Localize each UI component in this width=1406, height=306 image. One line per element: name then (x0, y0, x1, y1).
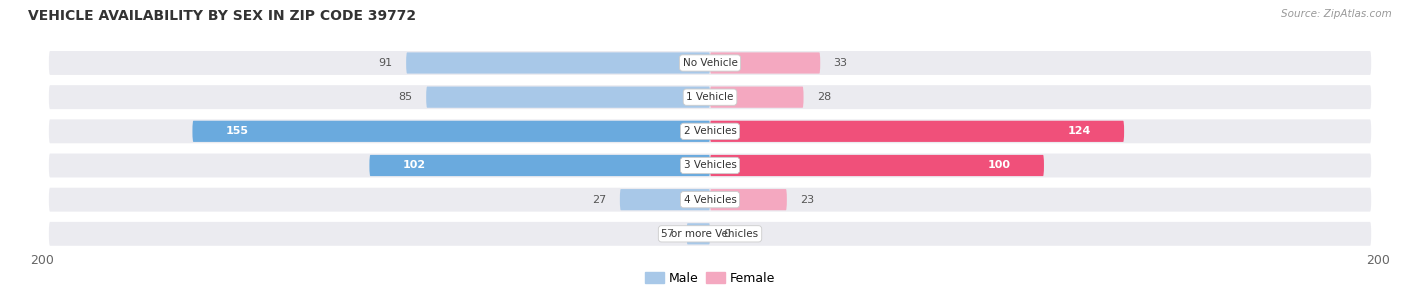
Text: 85: 85 (399, 92, 413, 102)
FancyBboxPatch shape (49, 85, 1371, 109)
Text: 3 Vehicles: 3 Vehicles (683, 160, 737, 170)
FancyBboxPatch shape (49, 222, 1371, 246)
FancyBboxPatch shape (49, 188, 1371, 212)
FancyBboxPatch shape (686, 223, 710, 244)
FancyBboxPatch shape (710, 155, 1043, 176)
FancyBboxPatch shape (49, 51, 1371, 75)
Text: 4 Vehicles: 4 Vehicles (683, 195, 737, 205)
Text: No Vehicle: No Vehicle (682, 58, 738, 68)
FancyBboxPatch shape (406, 52, 710, 73)
Text: 27: 27 (592, 195, 606, 205)
Text: 28: 28 (817, 92, 831, 102)
FancyBboxPatch shape (710, 87, 803, 108)
FancyBboxPatch shape (370, 155, 710, 176)
Text: 23: 23 (800, 195, 814, 205)
Text: 124: 124 (1067, 126, 1091, 136)
Text: VEHICLE AVAILABILITY BY SEX IN ZIP CODE 39772: VEHICLE AVAILABILITY BY SEX IN ZIP CODE … (28, 9, 416, 23)
Text: 100: 100 (987, 160, 1011, 170)
Text: 1 Vehicle: 1 Vehicle (686, 92, 734, 102)
Text: 155: 155 (226, 126, 249, 136)
FancyBboxPatch shape (49, 154, 1371, 177)
Legend: Male, Female: Male, Female (640, 267, 780, 290)
FancyBboxPatch shape (426, 87, 710, 108)
FancyBboxPatch shape (620, 189, 710, 210)
Text: Source: ZipAtlas.com: Source: ZipAtlas.com (1281, 9, 1392, 19)
Text: 7: 7 (666, 229, 673, 239)
Text: 91: 91 (378, 58, 392, 68)
Text: 102: 102 (402, 160, 426, 170)
FancyBboxPatch shape (710, 121, 1123, 142)
FancyBboxPatch shape (49, 119, 1371, 143)
Text: 5 or more Vehicles: 5 or more Vehicles (661, 229, 759, 239)
FancyBboxPatch shape (710, 189, 787, 210)
Text: 33: 33 (834, 58, 848, 68)
FancyBboxPatch shape (193, 121, 710, 142)
Text: 0: 0 (723, 229, 730, 239)
FancyBboxPatch shape (710, 52, 820, 73)
Text: 2 Vehicles: 2 Vehicles (683, 126, 737, 136)
